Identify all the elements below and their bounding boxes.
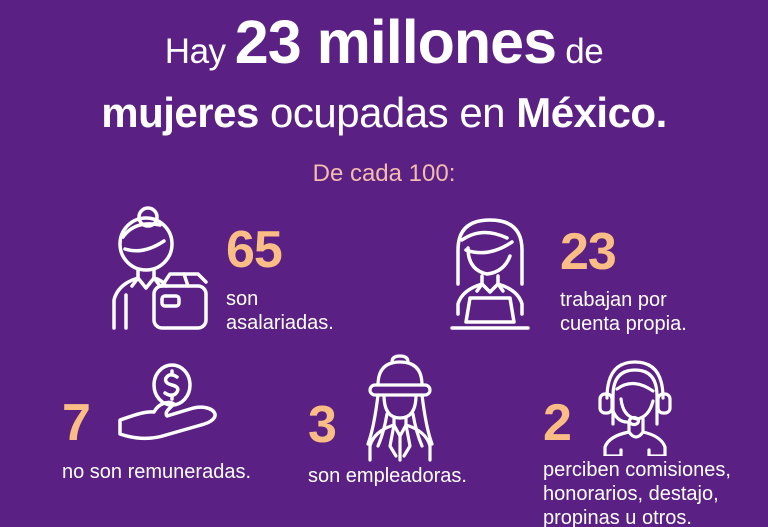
title-line1-strong: 23 millones bbox=[234, 8, 557, 76]
stat-empleadoras: 3 bbox=[308, 352, 467, 488]
stat-text-block: 65 son asalariadas. bbox=[226, 204, 334, 335]
coin-in-hand-icon bbox=[112, 362, 222, 456]
title-line2-strong2: México. bbox=[516, 89, 667, 136]
infographic-header: Hay 23 millones de mujeres ocupadas en M… bbox=[0, 0, 768, 188]
stat-value: 3 bbox=[308, 396, 337, 454]
stat-value: 7 bbox=[62, 394, 91, 452]
stat-label: no son remuneradas. bbox=[62, 461, 252, 483]
woman-headset-icon bbox=[589, 356, 681, 456]
stat-text-block: 23 trabajan por cuenta propia. bbox=[560, 210, 687, 336]
title-line2-mid: ocupadas en bbox=[258, 89, 517, 136]
subtitle: De cada 100: bbox=[312, 160, 456, 187]
woman-hard-hat-icon bbox=[356, 352, 444, 462]
stat-cuenta-propia: 23 trabajan por cuenta propia. bbox=[440, 210, 687, 336]
stat-comisiones: 2 perciben comis bbox=[543, 356, 743, 527]
stat-value: 65 bbox=[226, 221, 283, 279]
stat-row: 3 bbox=[308, 352, 467, 462]
stat-row: 2 bbox=[543, 356, 743, 456]
title-line1-pre: Hay bbox=[164, 32, 235, 71]
title-line-2: mujeres ocupadas en México. bbox=[0, 90, 768, 136]
title-line2-strong1: mujeres bbox=[101, 89, 259, 136]
title-line1-post: de bbox=[556, 32, 604, 71]
woman-with-laptop-icon bbox=[440, 210, 540, 332]
stat-value: 23 bbox=[560, 223, 617, 281]
stat-no-remuneradas: 7 no son remuneradas. bbox=[62, 362, 251, 484]
stat-value: 2 bbox=[543, 394, 572, 452]
stat-label: perciben comisiones, honorarios, destajo… bbox=[543, 459, 731, 527]
title-line-1: Hay 23 millones de bbox=[0, 10, 768, 84]
woman-with-package-icon bbox=[98, 204, 210, 330]
stat-label: son empleadoras. bbox=[308, 465, 467, 487]
stat-row: 7 bbox=[62, 362, 251, 456]
stat-label: son asalariadas. bbox=[226, 288, 334, 334]
stat-asalariadas: 65 son asalariadas. bbox=[98, 204, 334, 335]
stat-label: trabajan por cuenta propia. bbox=[560, 289, 687, 335]
